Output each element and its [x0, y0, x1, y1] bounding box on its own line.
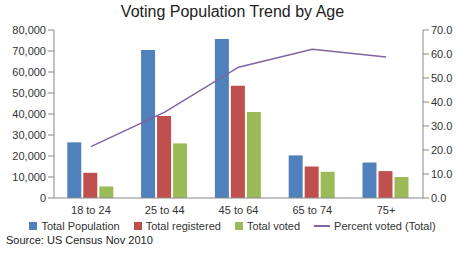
- svg-text:70.0: 70.0: [431, 24, 452, 36]
- svg-text:75+: 75+: [377, 204, 396, 216]
- svg-text:60,000: 60,000: [12, 66, 46, 78]
- svg-text:70,000: 70,000: [12, 45, 46, 57]
- html-text:Total Population: Total Population: [41, 220, 120, 232]
- svg-text:20,000: 20,000: [12, 150, 46, 162]
- svg-text:0: 0: [40, 192, 46, 204]
- svg-text:25 to 44: 25 to 44: [145, 204, 185, 216]
- svg-text:80,000: 80,000: [12, 24, 46, 36]
- svg-text:60.0: 60.0: [431, 48, 452, 60]
- svg-text:65 to 74: 65 to 74: [292, 204, 332, 216]
- svg-text:10.0: 10.0: [431, 168, 452, 180]
- html-text:Percent voted (Total): Percent voted (Total): [334, 220, 436, 232]
- html-text:Total registered: Total registered: [145, 220, 221, 232]
- html-text:Total voted: Total voted: [246, 220, 301, 232]
- svg-text:50,000: 50,000: [12, 87, 46, 99]
- svg-text:50.0: 50.0: [431, 72, 452, 84]
- svg-text:0.0: 0.0: [431, 192, 446, 204]
- svg-text:45 to 64: 45 to 64: [219, 204, 259, 216]
- svg-text:10,000: 10,000: [12, 171, 46, 183]
- svg-text:18 to 24: 18 to 24: [71, 204, 111, 216]
- svg-text:40.0: 40.0: [431, 96, 452, 108]
- svg-text:30.0: 30.0: [431, 120, 452, 132]
- svg-text:20.0: 20.0: [431, 144, 452, 156]
- html-text:Source: US Census Nov 2010: Source: US Census Nov 2010: [6, 234, 153, 246]
- svg-text:30,000: 30,000: [12, 129, 46, 141]
- html-text:Voting Population Trend by Age: Voting Population Trend by Age: [120, 3, 345, 20]
- svg-text:40,000: 40,000: [12, 108, 46, 120]
